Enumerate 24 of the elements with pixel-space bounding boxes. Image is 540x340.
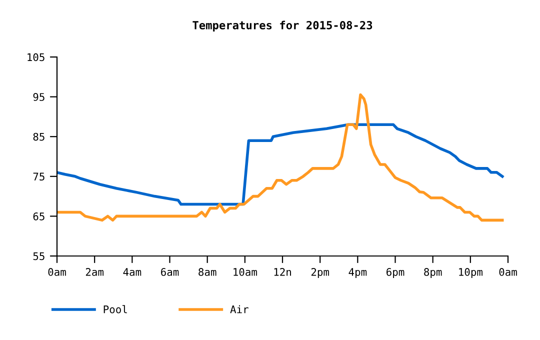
y-tick-label: 75 [33, 172, 44, 181]
y-tick-label: 105 [28, 53, 44, 62]
legend-label: Air [230, 305, 248, 314]
x-tick-label: 8pm [424, 268, 442, 278]
line-series [57, 123, 504, 206]
x-tick-label: 2pm [311, 268, 329, 278]
x-tick-label: 4am [123, 268, 142, 276]
chart-title: Temperatures for 2015-08-23 [192, 20, 372, 32]
y-tick-label: 65 [33, 212, 44, 220]
legend-label: Pool [104, 305, 127, 314]
x-tick-label: 0am [499, 268, 517, 276]
x-tick-label: 10am [234, 268, 257, 276]
x-tick-label: 2am [86, 268, 104, 276]
x-tick-label: 12n [274, 268, 291, 276]
y-tick-label: 55 [33, 252, 44, 260]
y-tick-label: 85 [33, 132, 44, 141]
y-tick-label: 95 [33, 93, 44, 101]
x-tick-label: 10pm [459, 268, 482, 278]
x-tick-label: 4pm [348, 268, 367, 278]
x-tick-label: 0am [48, 268, 66, 276]
line-series [57, 93, 504, 222]
x-tick-label: 6pm [386, 268, 404, 278]
x-tick-label: 6am [161, 268, 179, 276]
x-tick-label: 8am [198, 268, 216, 276]
